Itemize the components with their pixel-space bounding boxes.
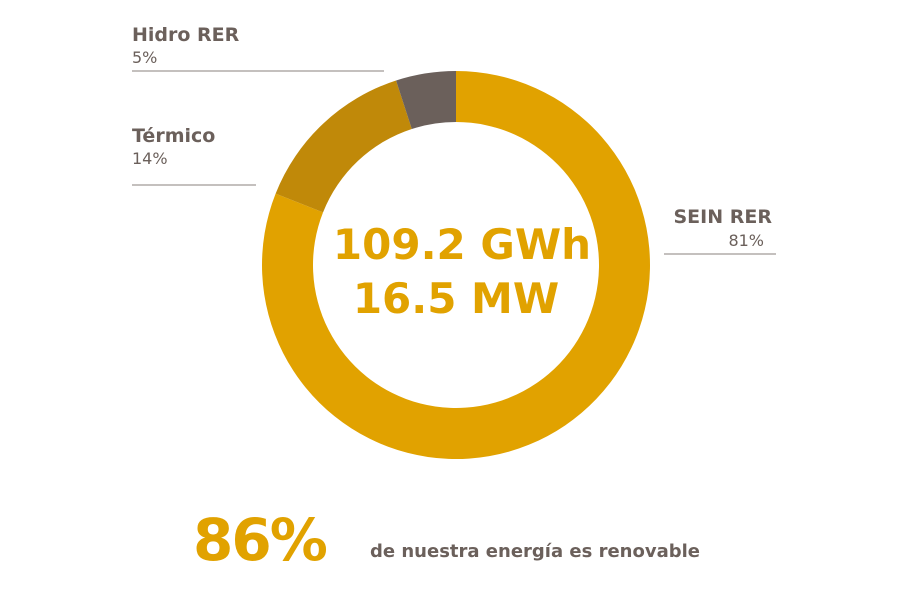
renewable-caption: de nuestra energía es renovable bbox=[370, 541, 700, 562]
slice-label-sein-rer: SEIN RER bbox=[674, 206, 773, 228]
slice-value-termico: 14% bbox=[132, 149, 168, 168]
donut-slice-t-rmico bbox=[275, 80, 412, 213]
center-power-text: 16.5 MW bbox=[353, 274, 559, 323]
renewable-percent: 86% bbox=[193, 506, 328, 574]
slice-label-hidro-rer: Hidro RER bbox=[132, 24, 240, 46]
renewable-summary: 86% de nuestra energía es renovable bbox=[193, 505, 793, 585]
donut-slices bbox=[261, 71, 651, 459]
slice-label-termico: Térmico bbox=[132, 125, 215, 147]
slice-value-hidro-rer: 5% bbox=[132, 48, 157, 67]
center-energy-text: 109.2 GWh bbox=[333, 220, 591, 269]
donut-slice-hidro-rer bbox=[396, 71, 456, 129]
slice-value-sein-rer: 81% bbox=[728, 231, 764, 250]
